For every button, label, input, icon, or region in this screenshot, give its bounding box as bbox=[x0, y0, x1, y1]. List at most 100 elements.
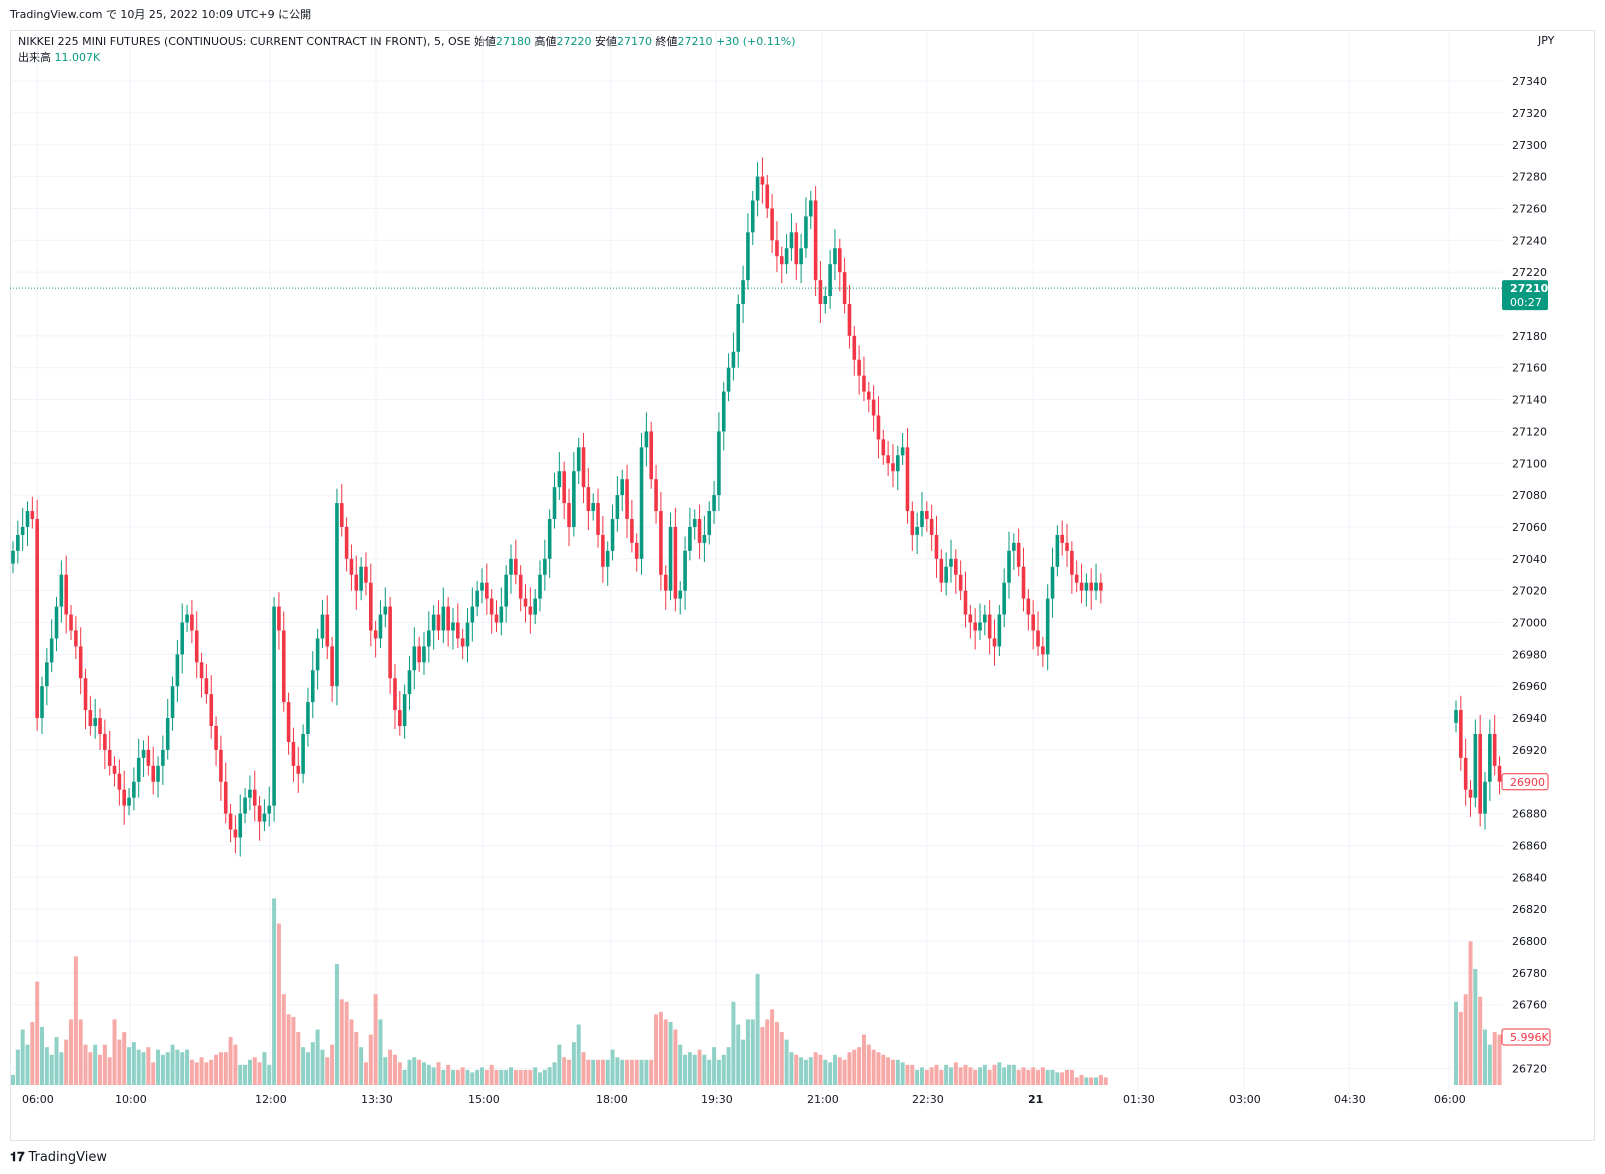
candle-body bbox=[219, 749, 223, 782]
volume-bar bbox=[755, 974, 760, 1085]
volume-bar bbox=[886, 1057, 891, 1085]
candle-body bbox=[388, 606, 392, 679]
candle-body bbox=[112, 765, 117, 774]
volume-bar bbox=[1021, 1067, 1026, 1085]
candle-body bbox=[339, 503, 344, 527]
volume-bar bbox=[315, 1029, 320, 1085]
candle-body bbox=[325, 614, 330, 647]
candle-body bbox=[968, 614, 973, 623]
candle-body bbox=[929, 518, 934, 535]
candle-body bbox=[978, 622, 982, 631]
current-price-value: 26900 bbox=[1510, 776, 1545, 789]
candle-body bbox=[813, 200, 818, 281]
volume-bar bbox=[745, 1019, 750, 1085]
price-tick-label: 26880 bbox=[1512, 808, 1547, 821]
candle-body bbox=[543, 558, 547, 575]
candle-body bbox=[789, 232, 794, 249]
volume-bar bbox=[625, 1059, 630, 1085]
candle-body bbox=[726, 367, 731, 392]
volume-bar bbox=[644, 1059, 649, 1085]
volume-bar bbox=[1007, 1064, 1012, 1085]
volume-bar bbox=[982, 1064, 987, 1085]
volume-tag-value: 5.996K bbox=[1510, 1031, 1549, 1044]
volume-bar bbox=[765, 1019, 770, 1085]
time-tick-label: 10:00 bbox=[115, 1093, 147, 1106]
volume-bar bbox=[513, 1069, 518, 1085]
candle-body bbox=[127, 797, 131, 806]
candle-body bbox=[871, 399, 876, 416]
candle-body bbox=[572, 471, 576, 527]
candle-body bbox=[634, 542, 639, 559]
volume-bar bbox=[600, 1059, 605, 1085]
candle-body bbox=[721, 391, 726, 432]
volume-bar bbox=[1079, 1074, 1084, 1085]
volume-bar bbox=[378, 1019, 383, 1085]
price-tick-label: 27020 bbox=[1512, 585, 1547, 598]
volume-bar bbox=[929, 1067, 934, 1085]
candle-body bbox=[601, 534, 605, 567]
candle-body bbox=[547, 518, 552, 559]
candle-body bbox=[436, 614, 441, 631]
volume-bar bbox=[760, 1027, 765, 1085]
volume-label: 出来高 bbox=[18, 51, 51, 64]
volume-bar bbox=[330, 1044, 335, 1085]
volume-bar bbox=[402, 1069, 407, 1085]
price-tick-label: 26920 bbox=[1512, 744, 1547, 757]
candle-body bbox=[1041, 646, 1045, 655]
candle-body bbox=[1045, 598, 1050, 655]
candle-body bbox=[272, 606, 276, 806]
volume-bar bbox=[199, 1057, 204, 1085]
volume-bar bbox=[1065, 1069, 1070, 1085]
price-tick-label: 27240 bbox=[1512, 234, 1547, 247]
volume-bar bbox=[185, 1049, 190, 1085]
candle-body bbox=[35, 518, 39, 719]
candle-body bbox=[567, 503, 571, 527]
volume-bar bbox=[489, 1064, 494, 1085]
volume-bar bbox=[310, 1042, 315, 1085]
volume-bar bbox=[15, 1049, 20, 1085]
volume-bar bbox=[194, 1062, 199, 1085]
candle-body bbox=[862, 375, 866, 392]
volume-bar bbox=[697, 1049, 702, 1085]
volume-bar bbox=[475, 1069, 480, 1085]
volume-bar bbox=[1045, 1069, 1050, 1085]
volume-bar bbox=[243, 1064, 248, 1085]
candle-body bbox=[451, 622, 455, 631]
volume-bar bbox=[861, 1034, 866, 1085]
volume-bar bbox=[450, 1069, 455, 1085]
time-tick-label: 21 bbox=[1028, 1093, 1043, 1106]
time-tick-label: 18:00 bbox=[596, 1093, 628, 1106]
chart-frame[interactable] bbox=[10, 30, 1595, 1141]
candle-body bbox=[770, 208, 774, 241]
candle-body bbox=[320, 614, 325, 639]
symbol-label[interactable]: NIKKEI 225 MINI FUTURES (CONTINUOUS: CUR… bbox=[18, 35, 471, 48]
candle-body bbox=[1454, 710, 1458, 723]
low-label: 安値 bbox=[595, 35, 618, 48]
price-tick-label: 27340 bbox=[1512, 75, 1547, 88]
volume-bar bbox=[900, 1062, 905, 1085]
candle-body bbox=[1065, 542, 1069, 551]
volume-bar bbox=[93, 1044, 98, 1085]
volume-bar bbox=[1026, 1069, 1031, 1085]
candle-body bbox=[886, 455, 890, 464]
volume-bar bbox=[373, 994, 378, 1085]
candle-body bbox=[209, 694, 214, 727]
candle-body bbox=[1478, 733, 1482, 814]
volume-bar bbox=[707, 1059, 712, 1085]
volume-bar bbox=[499, 1069, 504, 1085]
candle-body bbox=[615, 495, 620, 519]
tradingview-brand[interactable]: 𝟏𝟕 TradingView bbox=[10, 1150, 107, 1165]
candle-body bbox=[480, 582, 484, 591]
volume-bar bbox=[267, 1064, 272, 1085]
price-tick-label: 27140 bbox=[1512, 394, 1547, 407]
candle-body bbox=[277, 606, 281, 631]
candle-body bbox=[1079, 582, 1084, 591]
candle-body bbox=[11, 550, 15, 564]
volume-bar bbox=[978, 1067, 982, 1085]
volume-bar bbox=[794, 1054, 799, 1085]
volume-bar bbox=[64, 1039, 69, 1085]
volume-bar bbox=[479, 1067, 484, 1085]
candle-body bbox=[252, 789, 257, 806]
candle-body bbox=[683, 550, 687, 591]
